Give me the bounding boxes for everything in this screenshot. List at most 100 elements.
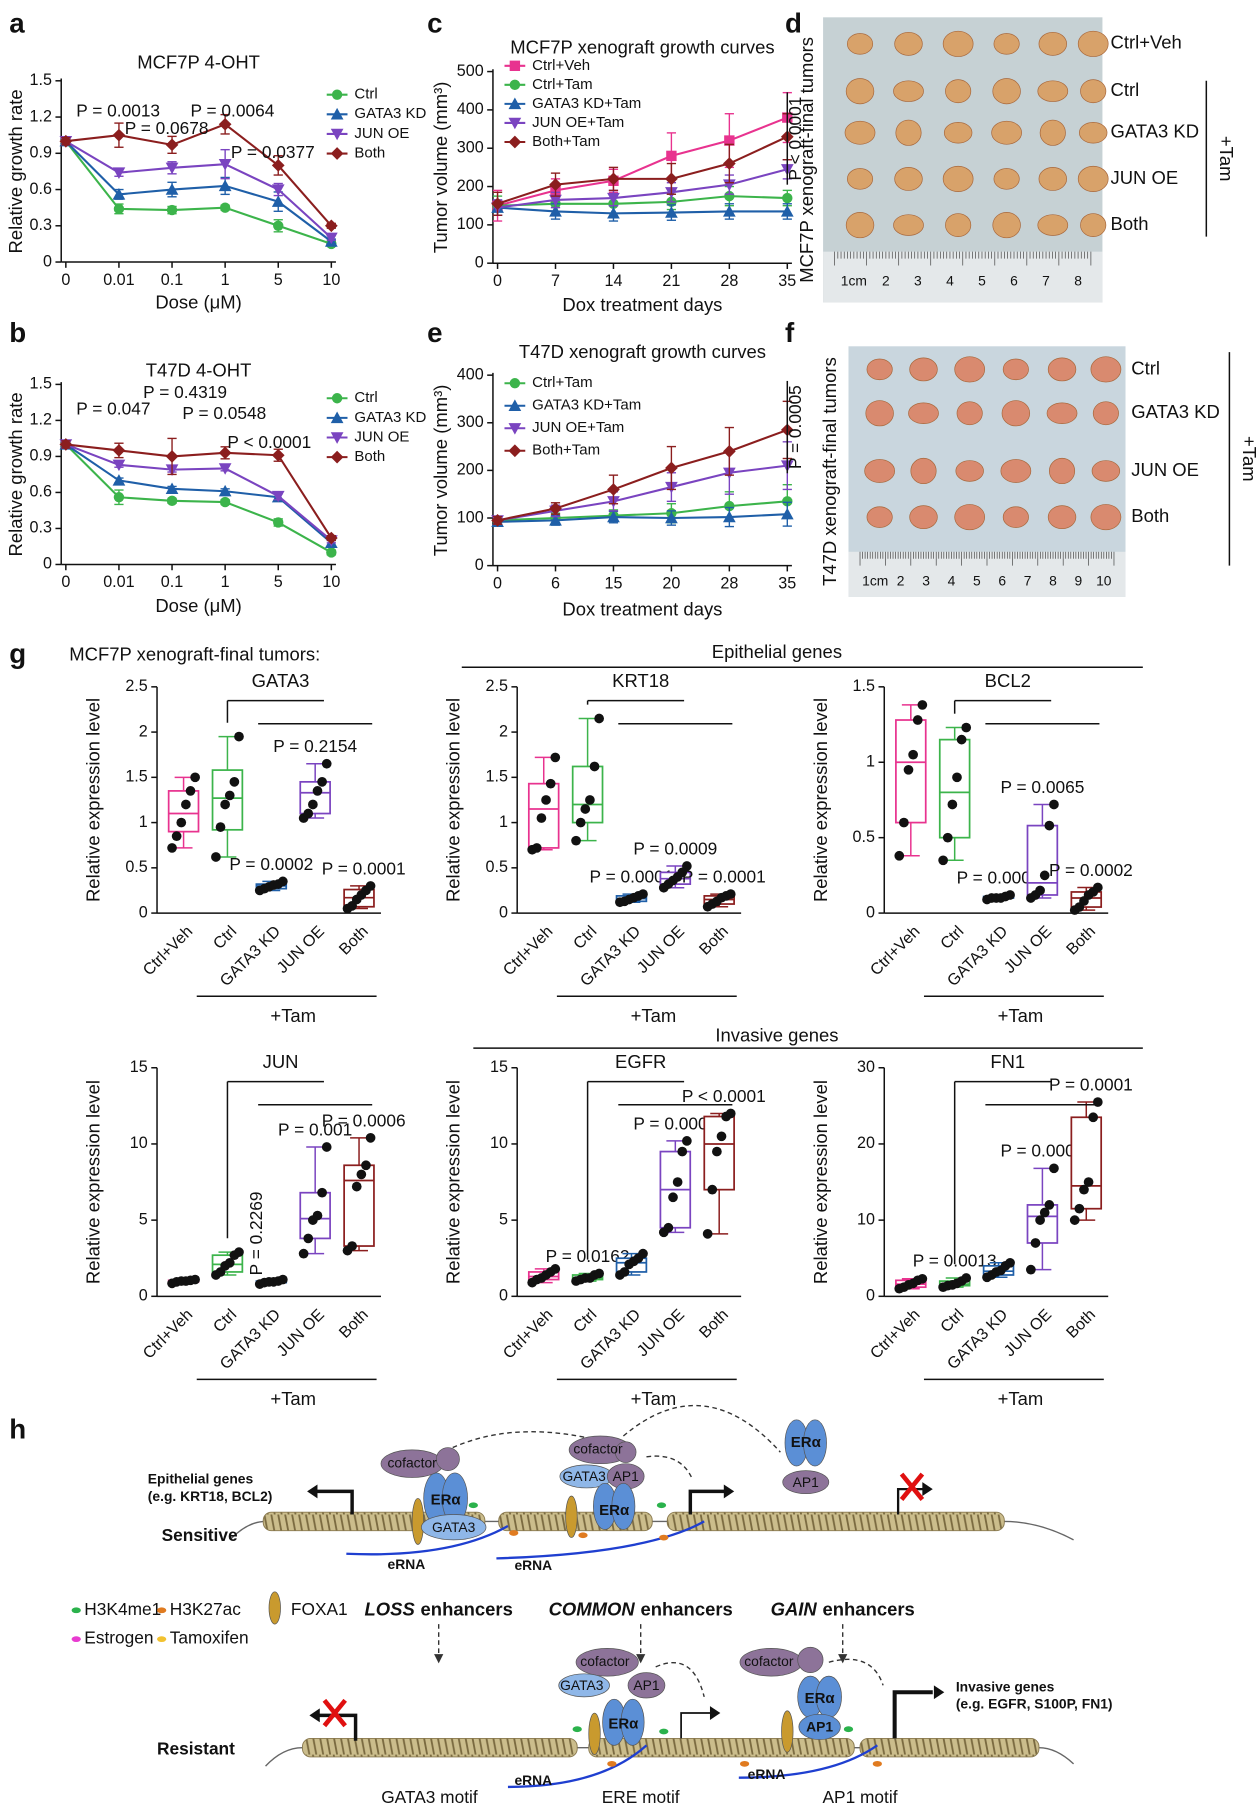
p-value: P = 0.0009 bbox=[633, 838, 717, 858]
tumor bbox=[991, 120, 1022, 145]
point bbox=[298, 1248, 309, 1259]
er bbox=[620, 1698, 645, 1746]
chromatin bbox=[859, 1737, 1040, 1758]
tumor bbox=[909, 505, 938, 530]
p-value: P < 0.0001 bbox=[682, 1086, 766, 1106]
tumor bbox=[993, 33, 1020, 55]
point bbox=[181, 799, 191, 810]
diagram-label: eRNA bbox=[514, 1772, 552, 1788]
diagram-label: Sensitive bbox=[162, 1525, 238, 1545]
point bbox=[303, 1233, 314, 1244]
marker bbox=[665, 172, 678, 186]
tumor bbox=[1091, 460, 1121, 482]
tumor bbox=[1080, 213, 1107, 237]
marker bbox=[112, 474, 126, 486]
y-tick-label: 2 bbox=[499, 722, 508, 740]
chart-title: JUN bbox=[263, 1051, 299, 1072]
marker bbox=[330, 107, 344, 120]
erna-line bbox=[738, 1744, 878, 1779]
y-axis-label: Tumor volume (mm³) bbox=[430, 385, 451, 557]
point bbox=[1079, 1184, 1089, 1195]
p-value: P = 0.2154 bbox=[273, 736, 357, 756]
point bbox=[1092, 882, 1103, 893]
protein-label: ERα bbox=[431, 1492, 462, 1509]
point bbox=[947, 799, 958, 810]
y-tick-label: 0.5 bbox=[853, 828, 875, 846]
y-tick-label: 0 bbox=[43, 252, 52, 270]
legend-label: Ctrl+Veh bbox=[532, 57, 590, 74]
diagram-label: Invasive genes bbox=[956, 1678, 1055, 1694]
row-label: GATA3 KD bbox=[1111, 121, 1200, 142]
protein-label: cofactor bbox=[580, 1653, 630, 1669]
point bbox=[550, 1264, 561, 1274]
chart-title: T47D xenograft growth curves bbox=[519, 341, 766, 362]
box bbox=[343, 1164, 375, 1247]
box bbox=[299, 780, 331, 815]
marker bbox=[491, 514, 504, 527]
marker bbox=[324, 232, 338, 245]
tumor bbox=[1038, 167, 1067, 191]
foxa1 bbox=[588, 1712, 601, 1755]
interaction bbox=[655, 1662, 705, 1698]
annotation: P = 0.0005 bbox=[785, 385, 805, 469]
marker bbox=[218, 446, 232, 460]
legend-label: GATA3 KD+Tam bbox=[532, 95, 641, 112]
ruler-label: 8 bbox=[1074, 272, 1082, 288]
chart-title: MCF7P 4-OHT bbox=[137, 51, 260, 72]
y-tick-label: 5 bbox=[139, 1210, 148, 1228]
tumor bbox=[910, 457, 937, 485]
ruler-label: 3 bbox=[914, 272, 922, 288]
point bbox=[668, 1192, 678, 1203]
ap1 bbox=[627, 1672, 666, 1699]
p-value: P = 0.0007 bbox=[1000, 1141, 1084, 1161]
protein-label: AP1 bbox=[806, 1719, 833, 1735]
x-tick-label: 6 bbox=[551, 574, 560, 592]
point bbox=[961, 722, 972, 733]
marker bbox=[271, 184, 285, 196]
marker bbox=[218, 158, 232, 171]
legend-label: Ctrl+Tam bbox=[532, 374, 592, 391]
marker bbox=[113, 492, 125, 503]
interaction bbox=[449, 1431, 585, 1450]
legend-label: Ctrl bbox=[354, 86, 377, 103]
marker bbox=[218, 463, 232, 475]
tumor bbox=[894, 31, 923, 56]
tumor bbox=[864, 459, 895, 483]
tumor bbox=[894, 167, 923, 191]
histone-mark bbox=[739, 1760, 750, 1767]
x-axis-label: Dox treatment days bbox=[562, 599, 722, 620]
y-axis-label: Relative expression level bbox=[83, 1080, 104, 1284]
point bbox=[961, 1273, 972, 1283]
protein-label: GATA3 bbox=[560, 1677, 604, 1693]
cofactor bbox=[436, 1447, 460, 1471]
legend-label: JUN OE bbox=[354, 428, 409, 445]
y-tick-label: 1.5 bbox=[30, 71, 52, 89]
foxa1 bbox=[268, 1591, 281, 1625]
tumor bbox=[1037, 80, 1069, 102]
panel-label: g bbox=[9, 638, 26, 669]
point bbox=[176, 817, 187, 828]
histone-mark bbox=[578, 1532, 588, 1539]
p-value: P = 0.0001 bbox=[590, 866, 674, 886]
y-tick-label: 1.2 bbox=[30, 107, 52, 125]
marker bbox=[330, 432, 344, 444]
legend-label: JUN OE bbox=[354, 125, 409, 142]
row-label: GATA3 KD bbox=[1131, 401, 1220, 422]
tumor bbox=[1077, 165, 1109, 192]
legend-label: Tamoxifen bbox=[170, 1628, 249, 1648]
chromatin bbox=[302, 1737, 578, 1758]
histone-mark bbox=[607, 1760, 617, 1767]
ruler-label: 5 bbox=[978, 272, 986, 288]
foxa1 bbox=[781, 1710, 794, 1753]
point bbox=[638, 889, 648, 899]
tumor bbox=[1092, 401, 1119, 426]
point bbox=[899, 817, 909, 828]
x-tick-label: 35 bbox=[778, 272, 796, 290]
marker bbox=[218, 117, 232, 131]
marker bbox=[508, 444, 522, 458]
ruler-label: 3 bbox=[922, 572, 930, 588]
legend-label: GATA3 KD bbox=[354, 105, 426, 122]
panel-label: d bbox=[785, 8, 802, 39]
x-axis-label: Dose (μM) bbox=[155, 595, 242, 616]
gene-arrow bbox=[680, 1712, 712, 1739]
